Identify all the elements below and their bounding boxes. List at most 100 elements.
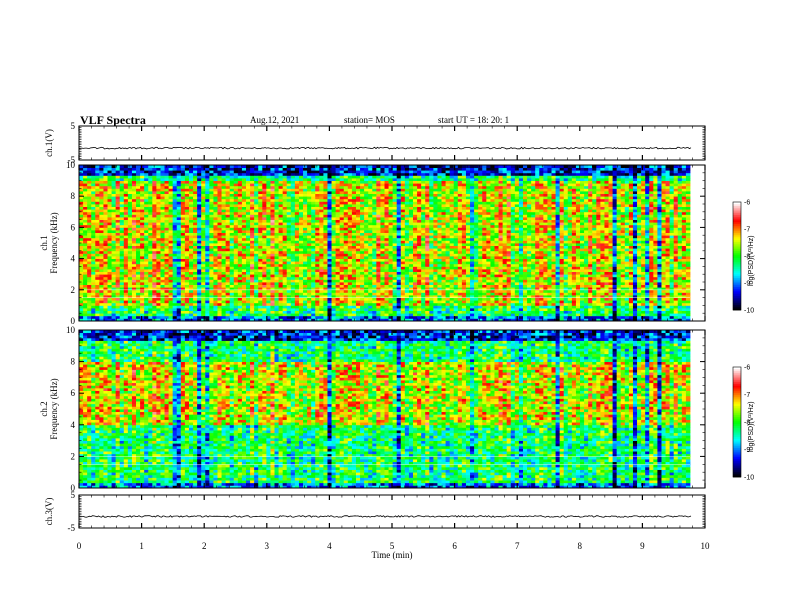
spectrogram-cell — [131, 245, 137, 249]
spectrogram-cell — [270, 178, 275, 181]
spectrogram-cell — [119, 170, 125, 174]
spectrogram-cell — [156, 165, 161, 168]
spectrogram-cell — [319, 178, 324, 181]
spectrogram-cell — [347, 201, 353, 205]
spectrogram-cell — [290, 235, 296, 239]
spectrogram-cell — [250, 271, 255, 275]
spectrogram-cell — [303, 185, 308, 189]
spectrogram-cell — [311, 219, 316, 223]
spectrogram-cell — [311, 261, 316, 265]
spectrogram-cell — [201, 250, 206, 254]
spectrogram-cell — [103, 217, 108, 220]
spectrogram-cell — [119, 289, 125, 293]
spectrogram-cell — [229, 165, 235, 168]
spectrogram-cell — [294, 219, 300, 223]
spectrogram-cell — [107, 274, 112, 278]
spectrogram-cell — [91, 165, 96, 168]
spectrogram-cell — [258, 284, 263, 288]
spectrogram-cell — [343, 204, 349, 207]
spectrogram-cell — [335, 211, 341, 215]
spectrogram-cell — [107, 310, 112, 314]
spectrogram-cell — [164, 183, 170, 187]
spectrogram-cell — [131, 295, 137, 298]
spectrogram-cell — [115, 237, 121, 241]
spectrogram-cell — [111, 230, 117, 233]
spectrogram-cell — [156, 183, 161, 187]
spectrogram-cell — [119, 230, 125, 233]
spectrogram-cell — [188, 191, 194, 194]
spectrogram-cell — [347, 315, 353, 319]
spectrogram-cell — [360, 209, 365, 213]
spectrogram-cell — [95, 191, 100, 194]
spectrogram-cell — [184, 167, 190, 171]
spectrogram-cell — [388, 297, 394, 301]
spectrogram-cell — [172, 219, 178, 223]
spectrogram-cell — [152, 191, 157, 194]
spectrogram-cell — [79, 295, 84, 298]
spectrogram-cell — [254, 196, 259, 200]
spectrogram-cell — [254, 313, 259, 317]
spectrogram-cell — [343, 300, 349, 304]
spectrogram-cell — [282, 295, 288, 298]
spectrogram-cell — [355, 287, 361, 291]
spectrogram-cell — [197, 243, 202, 246]
spectrogram-cell — [160, 188, 165, 192]
spectrogram-cell — [343, 224, 349, 228]
spectrogram-cell — [319, 315, 324, 319]
spectrogram-cell — [331, 308, 337, 311]
spectrogram-cell — [156, 302, 161, 306]
spectrogram-cell — [368, 253, 373, 257]
spectrogram-cell — [188, 274, 194, 278]
spectrogram-cell — [290, 222, 296, 226]
spectrogram-cell — [229, 175, 235, 179]
spectrogram-cell — [197, 191, 202, 194]
spectrogram-cell — [225, 245, 231, 249]
spectrogram-cell — [172, 253, 178, 257]
spectrogram-cell — [311, 245, 316, 249]
spectrogram-cell — [254, 253, 259, 257]
spectrogram-cell — [131, 232, 137, 236]
spectrogram-cell — [140, 170, 145, 174]
spectrogram-cell — [339, 211, 345, 215]
spectrogram-cell — [127, 196, 133, 200]
spectrogram-cell — [262, 279, 267, 283]
spectrogram-cell — [229, 193, 235, 197]
spectrogram-cell — [127, 305, 133, 309]
spectrogram-cell — [368, 214, 373, 218]
spectrogram-cell — [103, 191, 108, 194]
spectrogram-cell — [87, 308, 92, 311]
spectrogram-cell — [380, 240, 385, 244]
spectrogram-cell — [95, 165, 100, 168]
spectrogram-cell — [368, 224, 373, 228]
spectrogram-cell — [392, 279, 398, 283]
spectrogram-cell — [307, 263, 312, 267]
spectrogram-cell — [254, 240, 259, 244]
spectrogram-cell — [79, 172, 84, 176]
spectrogram-cell — [99, 183, 104, 187]
spectrogram-cell — [209, 289, 214, 293]
spectrogram-cell — [237, 222, 243, 226]
spectrogram-cell — [323, 305, 328, 309]
spectrogram-cell — [229, 237, 235, 241]
spectrogram-cell — [266, 232, 271, 236]
spectrogram-cell — [111, 245, 117, 249]
spectrogram-cell — [91, 248, 96, 252]
spectrogram-cell — [168, 282, 174, 285]
spectrogram-cell — [221, 297, 227, 301]
spectrogram-cell — [91, 198, 96, 202]
spectrogram-cell — [266, 191, 271, 194]
spectrogram-cell — [246, 224, 251, 228]
spectrogram-cell — [156, 185, 161, 189]
spectrogram-cell — [188, 308, 194, 311]
spectrogram-cell — [136, 245, 141, 249]
spectrogram-cell — [380, 206, 385, 210]
spectrogram-cell — [197, 224, 202, 228]
spectrogram-cell — [115, 318, 121, 322]
spectrogram-cell — [294, 240, 300, 244]
spectrogram-cell — [250, 310, 255, 314]
spectrogram-cell — [176, 263, 182, 267]
spectrogram-cell — [335, 170, 341, 174]
spectrogram-cell — [339, 224, 345, 228]
spectrogram-cell — [79, 271, 84, 275]
spectrogram-cell — [335, 302, 341, 306]
